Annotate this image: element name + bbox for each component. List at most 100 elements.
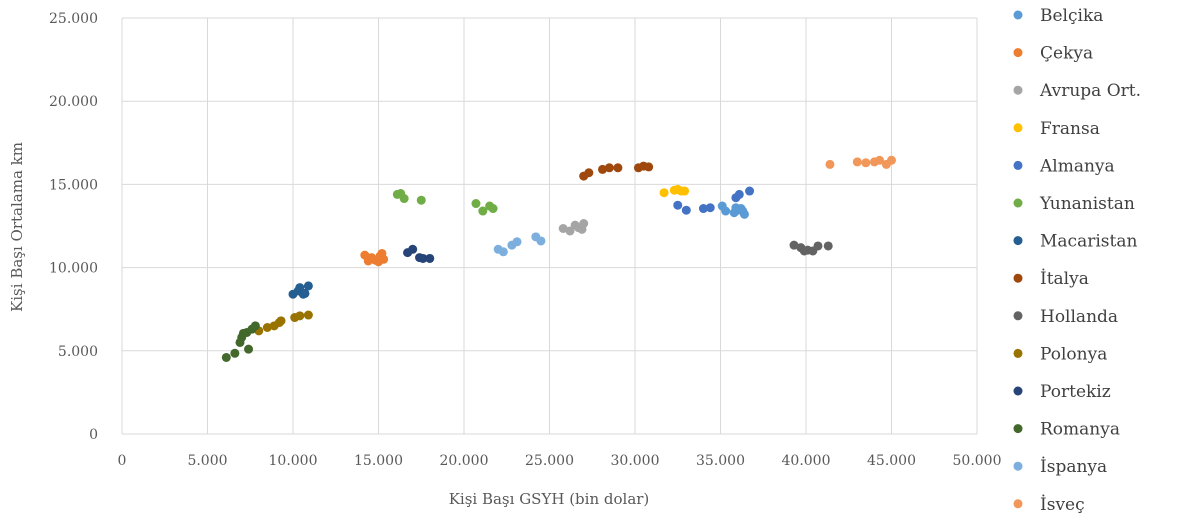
legend-item: Portekiz [1013, 382, 1111, 402]
legend-marker [1013, 236, 1023, 246]
x-tick-label: 45.000 [867, 453, 916, 469]
legend-item: Fransa [1013, 119, 1100, 139]
legend-label: İspanya [1040, 456, 1107, 477]
data-point [471, 199, 481, 209]
data-point [789, 240, 799, 250]
data-point [705, 203, 715, 213]
data-point [565, 226, 575, 236]
data-point [887, 155, 896, 165]
data-point [425, 253, 435, 263]
data-point [680, 186, 690, 196]
data-point [295, 283, 305, 293]
data-point [598, 164, 608, 174]
y-tick-label: 20.000 [49, 94, 98, 110]
legend-item: Romanya [1013, 420, 1120, 440]
legend-item: İspanya [1013, 456, 1107, 477]
data-point [584, 168, 594, 178]
data-point [659, 188, 669, 198]
legend-marker [1013, 85, 1023, 95]
series-points [673, 186, 755, 215]
legend-label: Avrupa Ort. [1039, 81, 1141, 101]
legend-marker [1013, 198, 1023, 208]
series-points [392, 189, 498, 216]
x-tick-label: 5.000 [187, 453, 227, 469]
legend-marker [1013, 273, 1023, 283]
data-point [813, 241, 823, 251]
gridlines [121, 17, 978, 435]
data-point [300, 288, 310, 298]
data-point [823, 241, 833, 251]
x-tick-label: 15.000 [354, 453, 403, 469]
data-point [698, 204, 708, 214]
x-axis-title: Kişi Başı GSYH (bin dolar) [449, 490, 650, 508]
x-tick-label: 0 [118, 453, 127, 469]
legend-marker [1013, 348, 1023, 358]
series-points [254, 310, 313, 336]
data-point [244, 344, 254, 354]
series-points [221, 321, 260, 362]
legend-label: Portekiz [1040, 382, 1111, 402]
legend-marker [1013, 123, 1023, 133]
series-points [493, 232, 546, 257]
data-point [558, 223, 568, 233]
data-point [861, 158, 871, 168]
data-point [250, 321, 260, 331]
data-point [488, 204, 498, 214]
legend-item: Çekya [1013, 44, 1093, 64]
x-tick-labels: 0 5.000 10.000 15.000 20.000 25.000 30.000 35.0… [118, 453, 1002, 469]
data-point [478, 206, 488, 216]
legend-item: Yunanistan [1013, 194, 1135, 214]
series-points [789, 240, 833, 256]
legend-label: Macaristan [1040, 232, 1137, 252]
legend-label: Belçika [1040, 6, 1103, 26]
y-tick-label: 0 [89, 427, 98, 443]
data-point [613, 163, 623, 173]
series-points [558, 219, 589, 236]
data-point [303, 310, 313, 320]
series-points [403, 244, 435, 263]
legend-label: Çekya [1040, 44, 1093, 64]
data-point [739, 209, 749, 219]
legend-item: Avrupa Ort. [1013, 81, 1141, 101]
data-point [721, 206, 731, 216]
legend-marker [1013, 499, 1023, 509]
data-point [303, 281, 313, 291]
legend-marker [1013, 311, 1023, 321]
data-point [408, 244, 418, 254]
legend-item: İtalya [1013, 268, 1089, 289]
y-tick-label: 25.000 [49, 11, 98, 27]
series-points [825, 155, 896, 169]
data-point [579, 219, 589, 229]
data-point [276, 316, 286, 326]
series-points [288, 281, 313, 299]
legend-label: Yunanistan [1039, 194, 1135, 214]
data-points [221, 155, 896, 362]
data-point [852, 157, 862, 167]
legend-marker [1013, 10, 1023, 20]
legend-item: Macaristan [1013, 232, 1137, 252]
data-point [295, 311, 305, 321]
data-point [825, 159, 835, 169]
legend-label: Fransa [1040, 119, 1100, 139]
legend-marker [1013, 160, 1023, 170]
x-tick-label: 20.000 [440, 453, 489, 469]
data-point [734, 189, 744, 199]
data-point [536, 236, 546, 246]
y-tick-label: 5.000 [58, 344, 98, 360]
series-points [659, 184, 690, 198]
data-point [604, 163, 614, 173]
data-point [644, 162, 654, 172]
legend-item: Belçika [1013, 6, 1103, 26]
data-point [681, 205, 691, 215]
legend-item: İsveç [1013, 494, 1085, 515]
series-points [579, 161, 654, 181]
data-point [230, 348, 240, 358]
data-point [399, 194, 409, 204]
y-tick-label: 15.000 [49, 177, 98, 193]
data-point [875, 155, 885, 165]
y-axis-title: Kişi Başı Ortalama km [8, 142, 26, 312]
x-tick-label: 35.000 [696, 453, 745, 469]
legend-marker [1013, 48, 1023, 58]
legend-label: Almanya [1039, 156, 1115, 176]
